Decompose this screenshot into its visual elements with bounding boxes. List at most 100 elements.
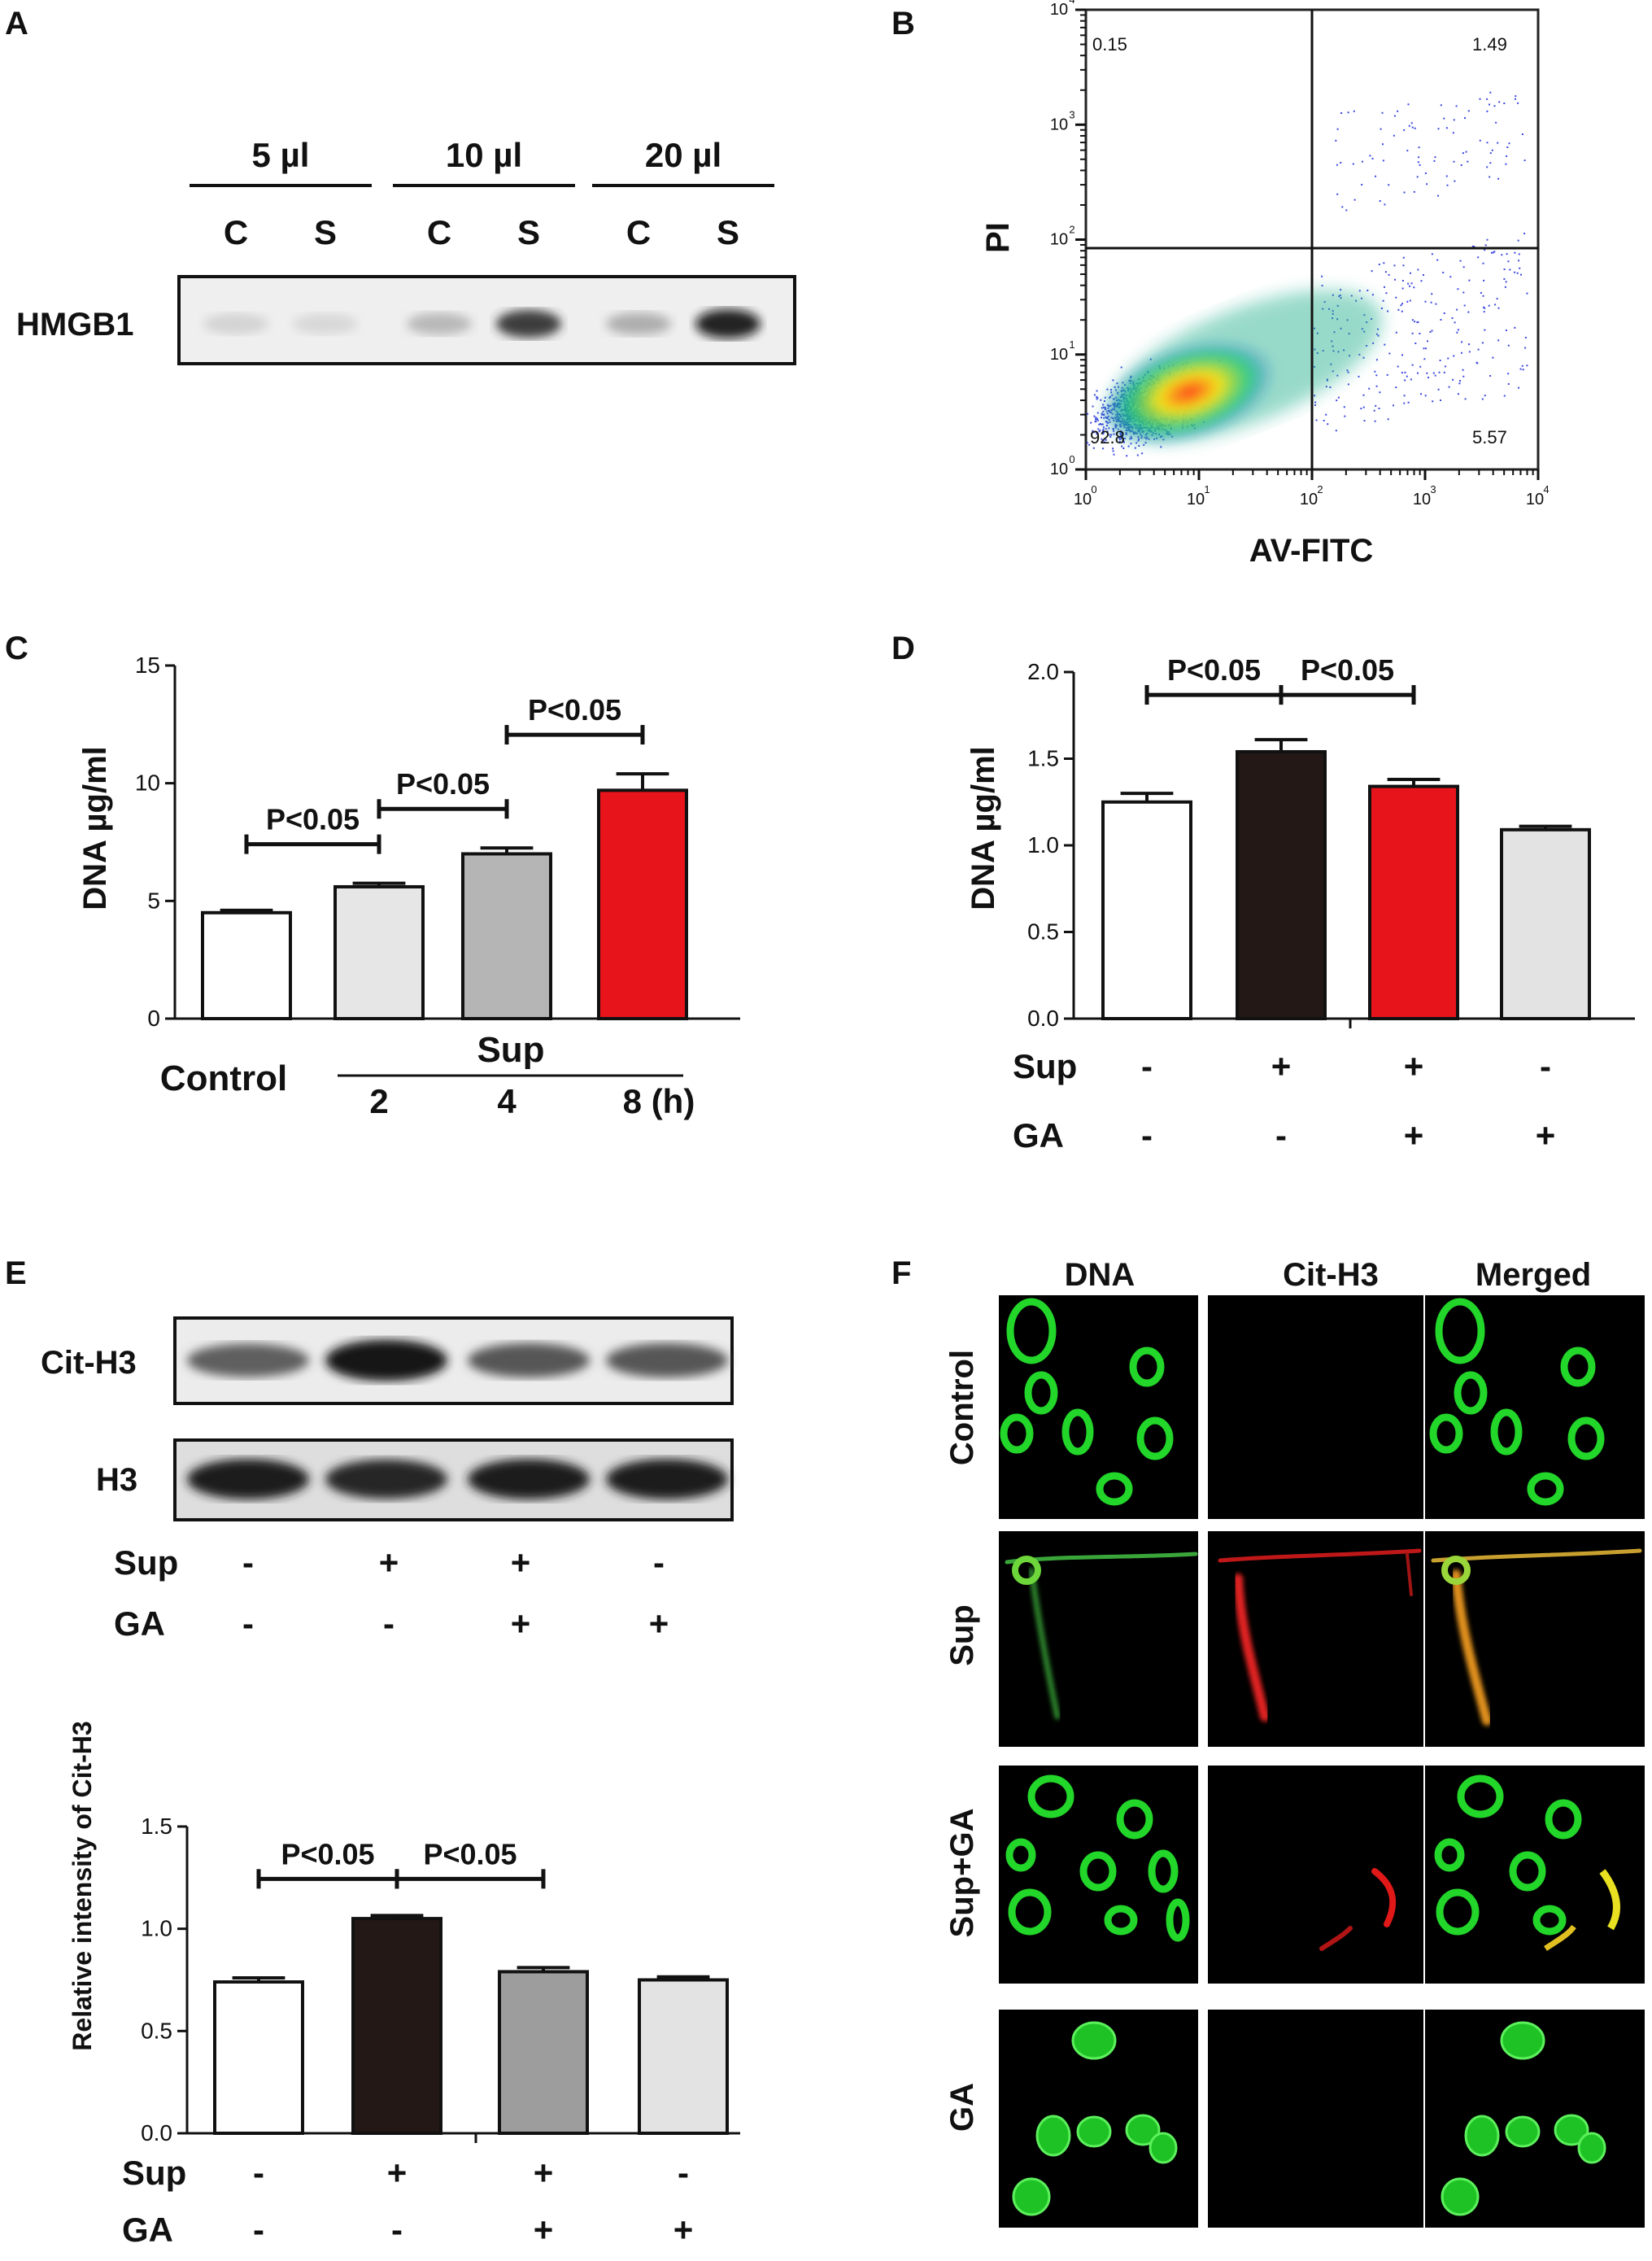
flow-y-tick-exponent: 2 xyxy=(1069,224,1074,236)
comparison-p-value: P<0.05 xyxy=(1301,653,1394,687)
hmgb1-band xyxy=(293,313,358,334)
bar xyxy=(597,788,688,1020)
comparison-p-value: P<0.05 xyxy=(1167,653,1261,687)
cit-h3-bands xyxy=(187,1339,728,1381)
treatment-sign: + xyxy=(387,2154,408,2192)
y-tick-label: 1.5 xyxy=(141,1814,172,1839)
e-blot-treatment-table: Sup - + + - GA - - + + xyxy=(114,1543,669,1643)
hmgb1-bands xyxy=(203,309,761,338)
comparison-p-value: P<0.05 xyxy=(423,1837,517,1870)
f-sup-merged-image xyxy=(1425,1531,1645,1747)
comparison-p-value: P<0.05 xyxy=(528,693,621,727)
flow-y-tick-exponent: 4 xyxy=(1069,0,1074,6)
flow-y-tick-label: 10 xyxy=(1050,231,1068,249)
bar xyxy=(351,1917,442,2136)
treatment-sign: - xyxy=(1141,1116,1153,1155)
flow-x-tick-label: 10 xyxy=(1300,491,1318,509)
treatment-row-label: GA xyxy=(1013,1116,1064,1155)
bar xyxy=(1236,749,1327,1020)
treatment-sign: + xyxy=(534,2154,554,2192)
flow-x-tick-label: 10 xyxy=(1074,491,1092,509)
h3-bands xyxy=(187,1459,728,1499)
flow-y-tick-label: 10 xyxy=(1050,1,1068,19)
hmgb1-band xyxy=(203,313,268,334)
treatment-sign: + xyxy=(1536,1116,1556,1155)
c-category-control: Control xyxy=(160,1058,287,1098)
f-sup-dna-image xyxy=(999,1531,1198,1747)
blot-band xyxy=(325,1459,447,1499)
flow-x-tick-label: 10 xyxy=(1187,491,1205,509)
treatment-sign: + xyxy=(1404,1116,1424,1155)
y-tick-label: 10 xyxy=(135,770,160,796)
panel-letter-b: B xyxy=(891,6,915,41)
f-ga-cit-h3-image xyxy=(1208,2010,1423,2228)
flow-x-tick-exponent: 3 xyxy=(1430,483,1436,495)
flow-y-tick-exponent: 0 xyxy=(1069,453,1074,465)
flow-axis-ticks: 100100101101102102103103104104 xyxy=(1050,0,1550,509)
c-category-4h: 4 xyxy=(497,1082,517,1120)
e-blot-treatment-sign: - xyxy=(383,1604,394,1643)
flow-x-tick-exponent: 4 xyxy=(1543,483,1549,495)
flow-x-tick-exponent: 0 xyxy=(1091,483,1096,495)
flow-density-hotspot xyxy=(1102,339,1276,445)
e-blot-treatment-sign: + xyxy=(511,1543,531,1582)
e-blot-treatment-label: GA xyxy=(114,1604,165,1643)
blot-band xyxy=(325,1339,447,1381)
e-blot-treatment-sign: + xyxy=(511,1604,531,1643)
y-tick-label: 0 xyxy=(147,1006,160,1031)
f-sup-merged-traps xyxy=(1431,1548,1642,1726)
blot-band xyxy=(187,1343,309,1377)
c-group-label-sup: Sup xyxy=(477,1030,544,1070)
treatment-sign: + xyxy=(1271,1047,1292,1085)
blot-label-h3: H3 xyxy=(96,1462,137,1498)
treatment-sign: - xyxy=(253,2211,264,2249)
f-control-dna-cells xyxy=(1000,1298,1174,1506)
f-column-merged: Merged xyxy=(1475,1257,1591,1293)
flow-y-axis-label: PI xyxy=(980,222,1016,253)
treatment-sign: - xyxy=(678,2154,689,2192)
y-tick-label: 1.5 xyxy=(1027,746,1059,771)
flow-x-tick-exponent: 1 xyxy=(1204,483,1210,495)
f-sup-dna-traps xyxy=(1005,1552,1198,1720)
f-sup-cit-h3-image xyxy=(1208,1531,1423,1747)
treatment-sign: + xyxy=(534,2211,554,2249)
f-control-merged-cells xyxy=(1429,1298,1605,1506)
chart-d: 0.0 0.5 1.0 1.5 2.0 P<0.05 P<0.05 Sup - + + - GA - - + + xyxy=(1013,653,1635,1155)
comparison-p-value: P<0.05 xyxy=(266,803,360,836)
flow-x-axis-label: AV-FITC xyxy=(1249,533,1374,569)
panel-c: C 0 5 10 15 P<0.05 P<0.05 P<0.05 Control Sup 2 4 8 … xyxy=(5,631,740,1120)
panel-letter-e: E xyxy=(5,1255,27,1291)
f-supga-dna-cells xyxy=(1005,1774,1190,1942)
y-tick-label: 0.0 xyxy=(1027,1006,1059,1031)
d-y-axis-label: DNA µg/ml xyxy=(965,746,1001,910)
panel-letter-d: D xyxy=(891,631,915,666)
treatment-sign: - xyxy=(1540,1047,1551,1085)
f-control-cit-h3-image xyxy=(1208,1295,1423,1519)
blot-band xyxy=(606,1459,728,1499)
e-blot-treatment-label: Sup xyxy=(114,1543,178,1582)
hmgb1-lane-label: C xyxy=(427,213,451,251)
panel-f: F DNA Cit-H3 Merged Control Sup Sup+GA G… xyxy=(891,1255,1645,2228)
blot-label-hmgb1: HMGB1 xyxy=(16,307,133,343)
c-category-8h: 8 (h) xyxy=(623,1082,695,1120)
treatment-row-label: GA xyxy=(122,2211,173,2249)
f-row-sup-ga: Sup+GA xyxy=(944,1809,980,1938)
bar xyxy=(1101,800,1192,1020)
bar xyxy=(461,852,552,1021)
comparison-p-value: P<0.05 xyxy=(281,1837,374,1870)
f-row-sup: Sup xyxy=(944,1604,980,1666)
flow-x-tick-label: 10 xyxy=(1413,491,1431,509)
panel-letter-a: A xyxy=(5,6,28,41)
f-column-dna: DNA xyxy=(1065,1257,1135,1293)
e-blot-treatment-sign: + xyxy=(379,1543,399,1582)
bar xyxy=(213,1980,304,2136)
hmgb1-group-label: 10 µl xyxy=(446,136,522,174)
blot-band xyxy=(187,1459,309,1499)
treatment-sign: - xyxy=(1275,1116,1287,1155)
hmgb1-band xyxy=(695,309,761,338)
flow-x-tick-label: 10 xyxy=(1526,491,1544,509)
f-row-ga: GA xyxy=(944,2083,980,2132)
f-supga-cit-h3-traps xyxy=(1319,1868,1397,1951)
y-tick-label: 1.0 xyxy=(1027,832,1059,858)
